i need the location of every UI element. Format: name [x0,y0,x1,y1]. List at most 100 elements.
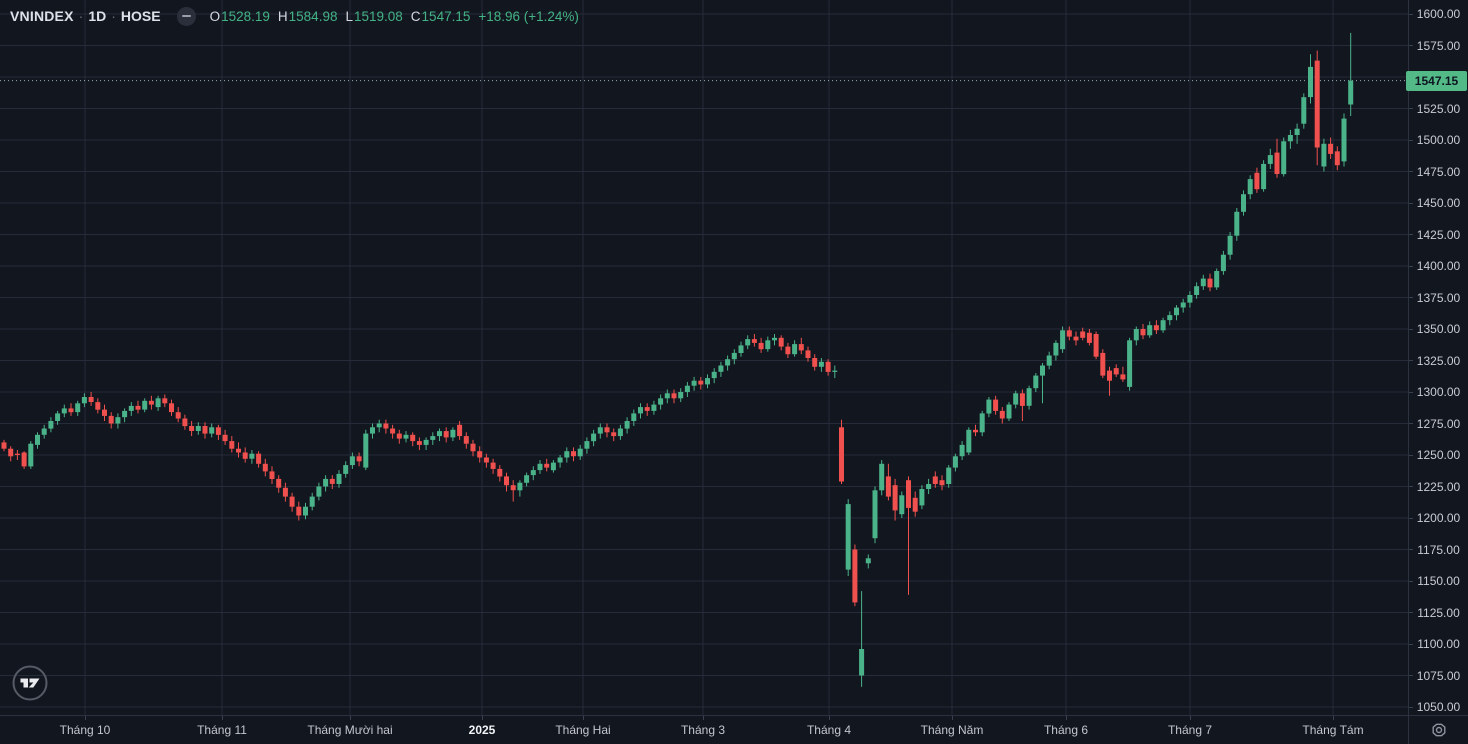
candle [102,409,107,416]
candle [785,346,791,355]
symbol-name[interactable]: VNINDEX [10,8,74,24]
candle [55,413,61,421]
time-tick-label: Tháng 6 [1043,723,1089,737]
time-axis[interactable]: Tháng 10 Tháng 11 Tháng Mười hai 2025 Tháng … [0,715,1408,744]
price-tick-mark [1409,643,1413,645]
price-tick-mark [1409,517,1413,519]
interval-value[interactable]: 1D [88,8,107,24]
price-tick-mark [1409,108,1413,109]
candle [731,352,737,360]
candle [336,473,342,484]
candle [282,487,288,497]
candle [1281,141,1287,175]
candlestick-chart[interactable] [0,0,1408,715]
candle [1107,370,1112,381]
legend-separator: · [111,8,116,24]
high-value: 1584.98 [288,8,338,24]
time-tick-mark [703,716,704,720]
candle [1234,211,1240,236]
visibility-toggle-icon[interactable] [176,6,196,26]
candle [684,385,690,392]
time-tick-mark [583,716,584,720]
price-tick-mark [1409,580,1413,582]
candle [510,485,516,491]
candle [792,344,798,355]
candle [651,404,657,411]
candle [1247,179,1253,195]
candle [745,339,751,346]
candle [483,457,489,463]
candle [390,428,396,434]
candle [1026,388,1032,406]
candle [370,427,375,434]
time-tick-label: Tháng 7 [1167,723,1213,737]
last-price-label: 1547.15 [1406,70,1467,91]
candle [1013,393,1019,405]
tradingview-logo[interactable] [11,664,49,702]
candle [1133,329,1139,341]
candle [1147,325,1153,336]
price-tick-label: 1475.00 [1416,164,1461,179]
candle [437,431,442,437]
candle [577,448,583,457]
candle [678,392,684,399]
candle [1328,143,1334,154]
candle [765,340,771,350]
candle [450,429,456,438]
candle [671,393,677,399]
candle [88,397,94,402]
price-axis[interactable]: 1547.15 1600.00 1575.00 1525.00 1500.00 1475… [1406,0,1468,715]
candle [832,370,838,372]
candle [1167,315,1173,321]
time-tick-mark [85,716,86,720]
candle [631,413,637,421]
candle [571,451,576,457]
price-tick-mark [1409,486,1413,487]
axis-settings-button[interactable] [1408,715,1468,744]
candle [1053,342,1059,356]
candle [1187,295,1193,303]
candle [698,380,704,385]
candle [356,456,362,462]
candle [1100,352,1106,376]
price-tick-label: 1075.00 [1416,668,1461,683]
candle [1348,80,1354,105]
candle [859,649,865,676]
time-tick-mark [952,716,953,720]
candle [1080,331,1086,338]
candle [403,434,409,439]
price-tick-label: 1375.00 [1416,290,1461,305]
candle [1,442,7,449]
candle [68,408,74,413]
candle [1160,320,1166,331]
candle [269,471,275,479]
candle [919,489,925,506]
candle [14,453,20,455]
candle [524,475,530,483]
price-tick-label: 1600.00 [1416,7,1461,21]
candle [1341,118,1347,162]
candle [751,339,757,343]
candle [617,428,623,437]
time-tick-mark [1333,716,1334,720]
candle [242,452,248,459]
candle [865,558,871,564]
candle [202,426,208,434]
price-tick-mark [1409,13,1413,15]
candle [329,478,335,484]
candle [115,417,121,424]
candle [805,350,811,358]
candle [772,337,777,341]
candle [537,463,543,471]
price-tick-label: 1400.00 [1416,259,1461,273]
price-tick-label: 1350.00 [1416,322,1461,336]
candle [999,410,1005,419]
candle [1019,393,1025,406]
candle [778,337,784,347]
candle [1334,151,1340,166]
candle [383,423,389,429]
candle [108,415,114,424]
candle [604,427,610,433]
candle [1321,143,1327,167]
